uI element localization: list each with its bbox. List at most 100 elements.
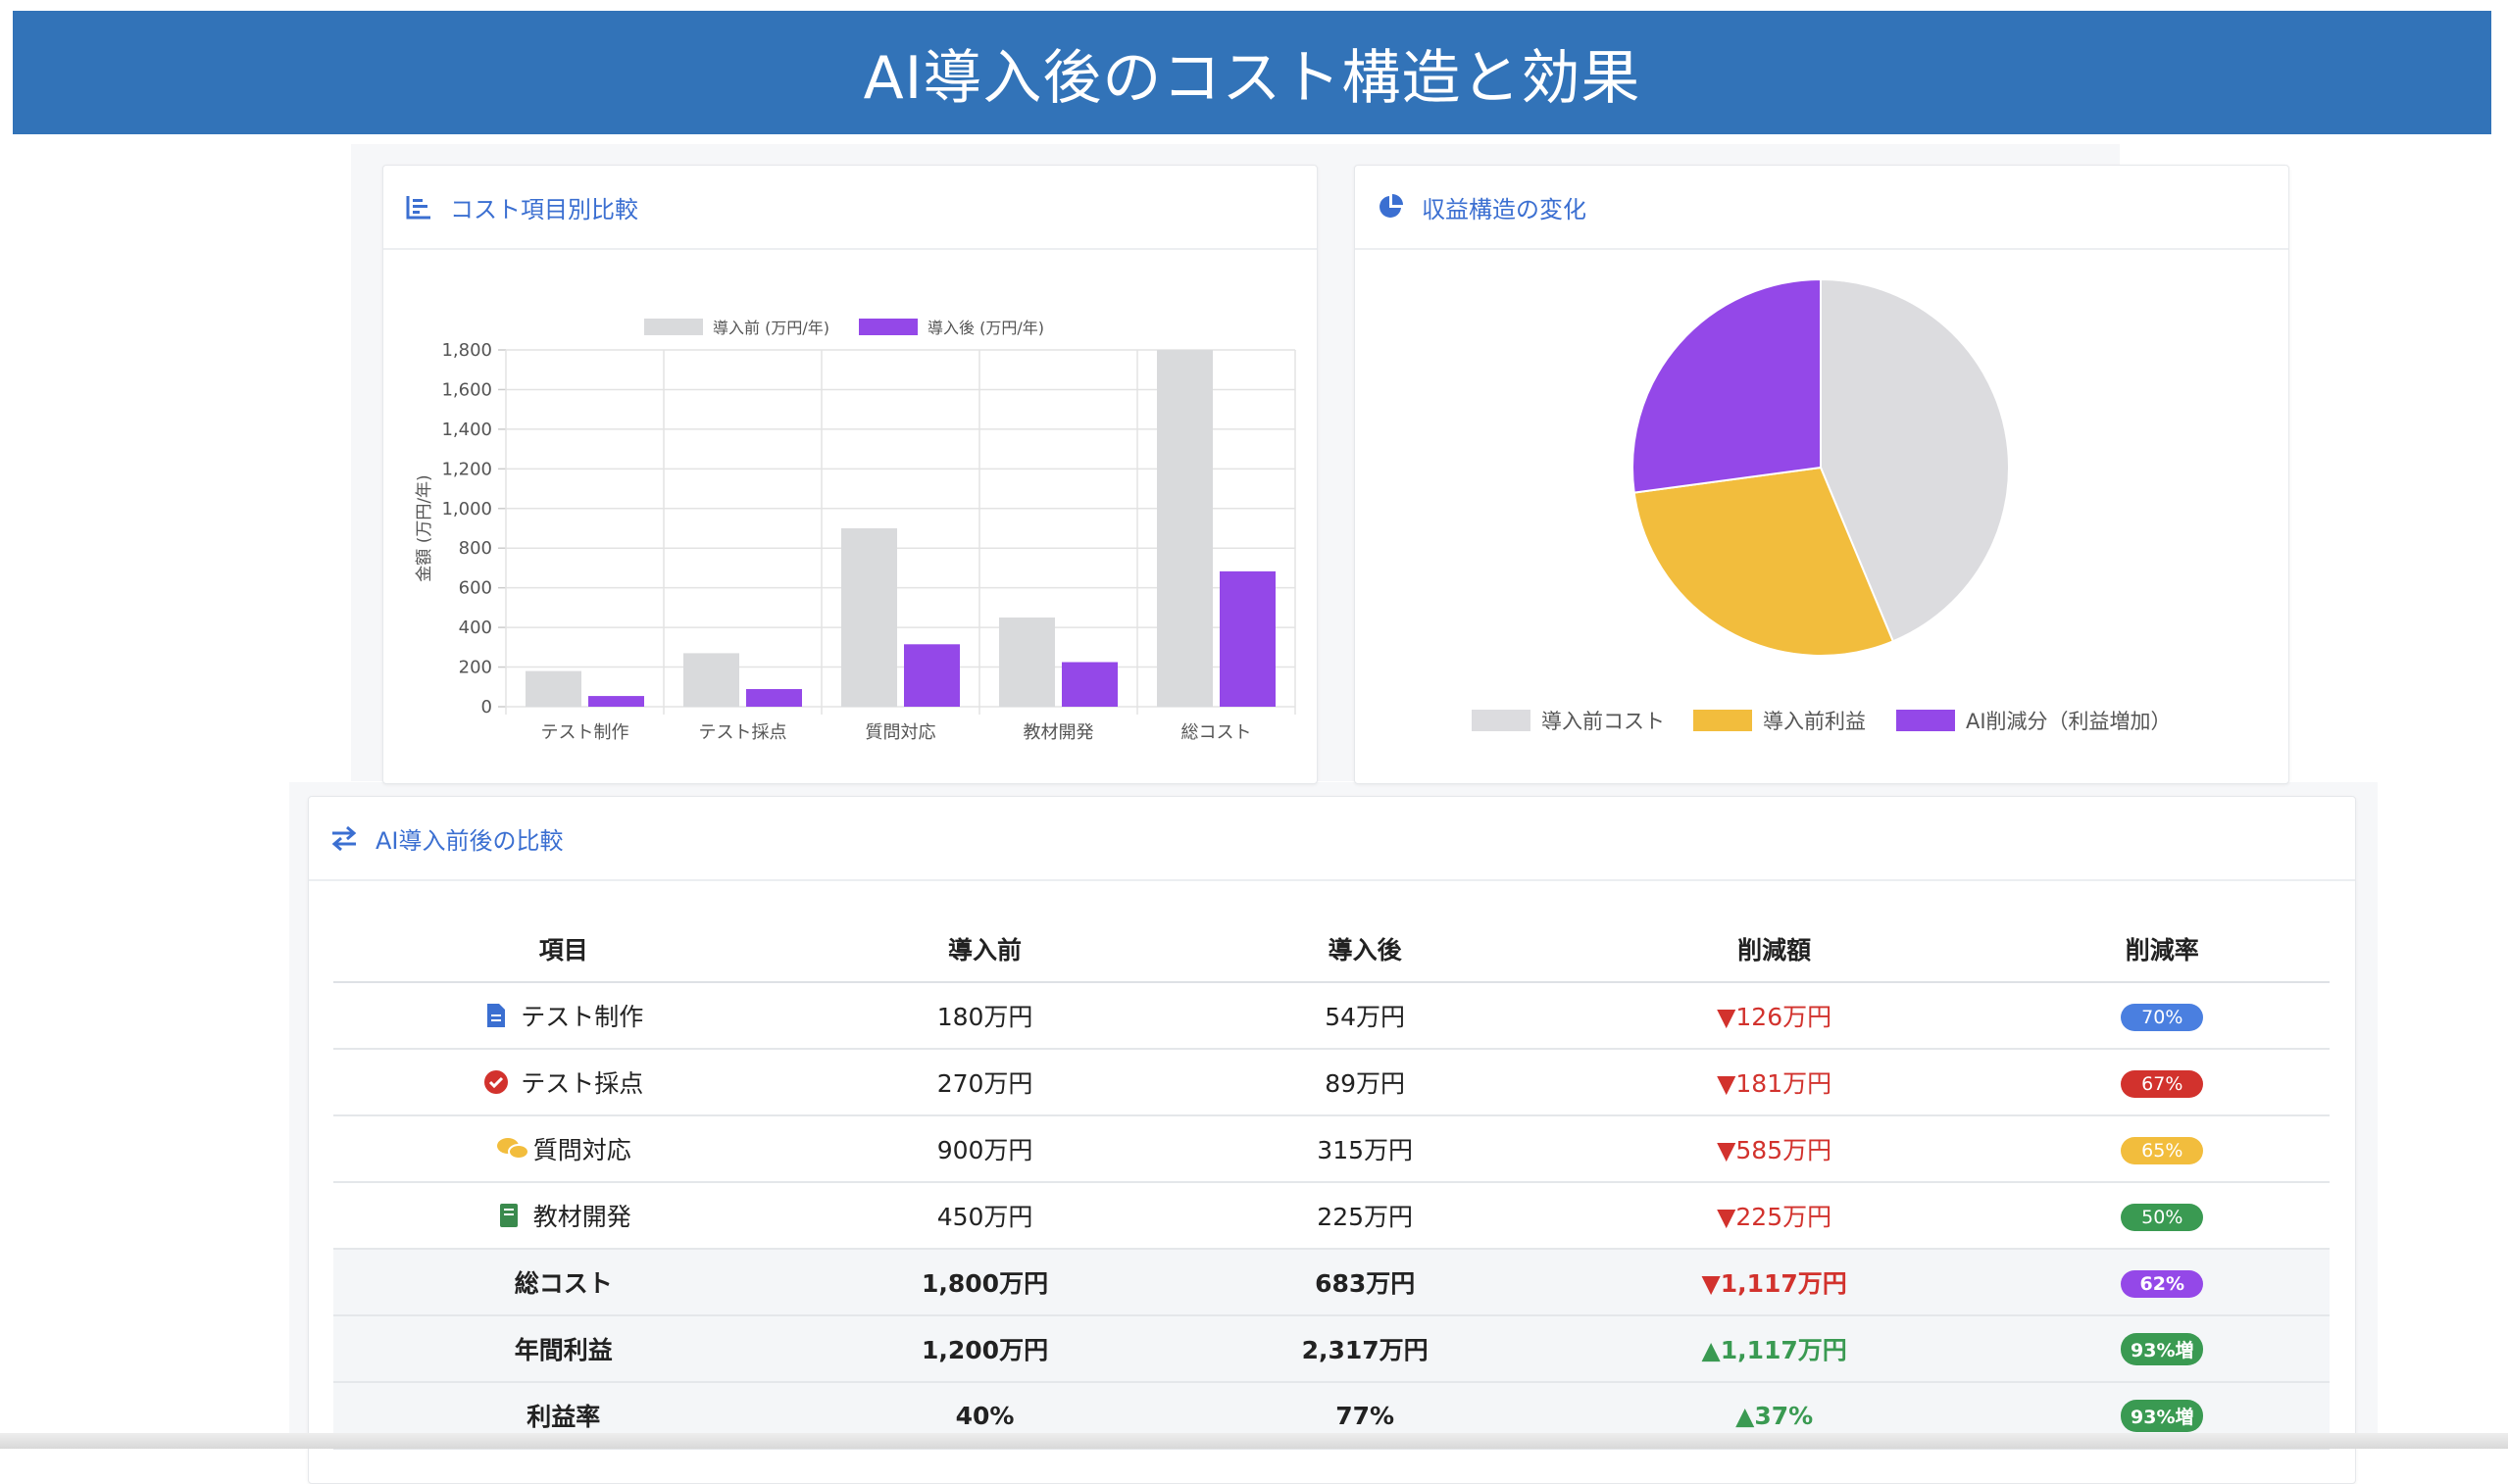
bar-chart: 導入前 (万円/年) 導入後 (万円/年) 0 200 400 600 800 1,000 1,… — [415, 319, 1296, 743]
before-cell: 1,200万円 — [793, 1315, 1177, 1383]
after-cell: 225万円 — [1176, 1182, 1554, 1250]
rate-badge: 67% — [2121, 1069, 2204, 1098]
reduction-rate-cell: 67% — [1994, 1049, 2330, 1116]
rate-badge: 93%増 — [2121, 1399, 2204, 1432]
x-tick-label: 総コスト — [1181, 722, 1252, 743]
item-label: 年間利益 — [514, 1336, 613, 1364]
window-bottom-edge — [0, 1433, 2508, 1449]
item-cell: テスト採点 — [333, 1049, 794, 1116]
rate-badge: 93%増 — [2121, 1332, 2204, 1365]
before-cell: 450万円 — [793, 1182, 1177, 1250]
table-header-row: 項目 導入前 導入後 削減額 削減率 — [333, 916, 2330, 983]
item-label: 利益率 — [527, 1403, 601, 1431]
item-cell: 教材開発 — [333, 1182, 794, 1250]
reduction-rate-cell: 70% — [1994, 982, 2330, 1050]
rate-badge: 62% — [2121, 1269, 2204, 1298]
reduction-amount-cell: ▼126万円 — [1553, 982, 1995, 1050]
check-circle-icon — [483, 1069, 509, 1095]
document-icon — [483, 1003, 509, 1028]
card-title: コスト項目別比較 — [450, 195, 638, 223]
reduction-rate-cell: 65% — [1994, 1115, 2330, 1183]
column-header: 導入後 — [1176, 916, 1554, 983]
table-row: テスト制作 180万円 54万円 ▼126万円 70% — [333, 982, 2330, 1050]
y-tick-label: 1,600 — [441, 379, 492, 400]
after-cell: 2,317万円 — [1176, 1315, 1554, 1383]
rate-badge: 65% — [2121, 1136, 2204, 1164]
item-cell: 年間利益 — [333, 1315, 794, 1383]
legend-swatch — [1693, 710, 1752, 731]
item-cell: 質問対応 — [333, 1115, 794, 1183]
exchange-arrows-icon — [330, 824, 358, 852]
x-tick-label: 質問対応 — [866, 722, 936, 743]
table-row: 年間利益 1,200万円 2,317万円 ▲1,117万円 93%増 — [333, 1315, 2330, 1383]
page-title: AI導入後のコスト構造と効果 — [13, 11, 2491, 134]
item-label: テスト制作 — [521, 1002, 644, 1031]
cost-comparison-card: コスト項目別比較 導入前 (万円/年) 導入後 (万円/年) 0 200 400 600 8… — [382, 165, 1318, 784]
bar — [841, 528, 897, 707]
legend-swatch — [859, 319, 918, 335]
reduction-amount-cell: ▼1,117万円 — [1553, 1249, 1995, 1316]
legend-label: 導入前コスト — [1541, 710, 1665, 733]
item-label: 総コスト — [514, 1269, 613, 1298]
column-header: 削減額 — [1553, 916, 1995, 983]
card-header: コスト項目別比較 — [383, 166, 1317, 250]
reduction-amount-cell: ▼585万円 — [1553, 1115, 1995, 1183]
y-axis-label: 金額 (万円/年) — [415, 474, 434, 581]
x-tick-label: 教材開発 — [1024, 722, 1094, 743]
pie-slice — [1631, 277, 1822, 494]
y-tick-label: 800 — [459, 538, 492, 559]
x-tick-label: テスト制作 — [541, 722, 629, 743]
reduction-rate-cell: 50% — [1994, 1182, 2330, 1250]
reduction-amount-cell: ▼225万円 — [1553, 1182, 1995, 1250]
bar — [999, 618, 1055, 707]
before-after-table-card: AI導入前後の比較 項目 導入前 導入後 削減額 削減率 テスト制作 180万円 5… — [308, 796, 2356, 1484]
pie-chart: 導入前コスト 導入前利益 AI削減分（利益増加） — [1472, 277, 2172, 733]
bar-chart-icon — [405, 193, 432, 221]
item-label: 質問対応 — [532, 1135, 631, 1164]
legend-swatch — [1896, 710, 1955, 731]
legend-swatch — [644, 319, 703, 335]
legend-label: 導入前利益 — [1763, 710, 1866, 733]
chat-bubbles-icon — [496, 1136, 529, 1162]
after-cell: 683万円 — [1176, 1249, 1554, 1316]
item-cell: テスト制作 — [333, 982, 794, 1050]
y-tick-label: 1,200 — [441, 459, 492, 479]
revenue-structure-card: 収益構造の変化 導入前コスト 導入前利益 AI削減分（利益増加） — [1354, 165, 2289, 784]
y-tick-label: 600 — [459, 578, 492, 599]
reduction-amount-cell: ▼181万円 — [1553, 1049, 1995, 1116]
bar — [1062, 662, 1118, 707]
bar — [526, 670, 581, 707]
reduction-amount-cell: ▲1,117万円 — [1553, 1315, 1995, 1383]
before-cell: 270万円 — [793, 1049, 1177, 1116]
after-cell: 89万円 — [1176, 1049, 1554, 1116]
card-title: AI導入前後の比較 — [376, 826, 564, 855]
legend-swatch — [1472, 710, 1530, 731]
bar — [1157, 350, 1213, 707]
after-cell: 54万円 — [1176, 982, 1554, 1050]
legend-label: AI削減分（利益増加） — [1966, 710, 2172, 733]
table-row: 質問対応 900万円 315万円 ▼585万円 65% — [333, 1115, 2330, 1183]
reduction-rate-cell: 62% — [1994, 1249, 2330, 1316]
before-cell: 180万円 — [793, 982, 1177, 1050]
table-row: 教材開発 450万円 225万円 ▼225万円 50% — [333, 1182, 2330, 1250]
y-tick-label: 1,800 — [441, 340, 492, 361]
legend-label: 導入前 (万円/年) — [713, 319, 829, 337]
reduction-rate-cell: 93%増 — [1994, 1315, 2330, 1383]
rate-badge: 50% — [2121, 1203, 2204, 1231]
y-tick-label: 1,000 — [441, 499, 492, 519]
bar — [683, 653, 739, 707]
bar — [1220, 570, 1276, 707]
after-cell: 315万円 — [1176, 1115, 1554, 1183]
before-cell: 900万円 — [793, 1115, 1177, 1183]
column-header: 削減率 — [1994, 916, 2330, 983]
bar — [904, 644, 960, 707]
pie-slice — [1632, 466, 1895, 657]
pie-slice — [1820, 277, 2010, 643]
pie-chart-icon — [1377, 193, 1404, 221]
item-label: テスト採点 — [521, 1068, 644, 1098]
book-icon — [496, 1203, 522, 1228]
item-cell: 総コスト — [333, 1249, 794, 1316]
rate-badge: 70% — [2121, 1003, 2204, 1031]
y-tick-label: 400 — [459, 618, 492, 638]
table-row: テスト採点 270万円 89万円 ▼181万円 67% — [333, 1049, 2330, 1116]
